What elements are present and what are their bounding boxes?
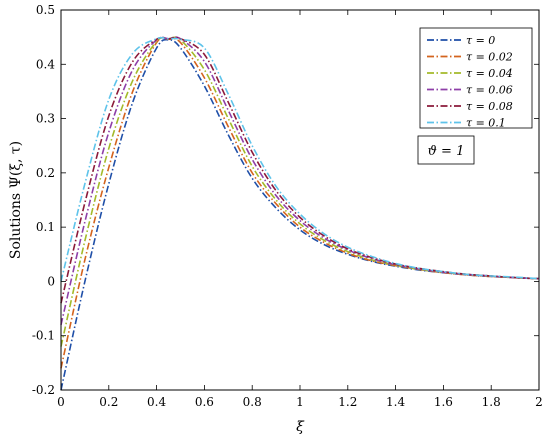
x-tick-label: 1.4 <box>386 395 405 409</box>
x-tick-label: 1.6 <box>434 395 453 409</box>
legend-items: τ = 0 τ = 0.02 τ = 0.04 τ = 0.06 τ = 0.08 τ =… <box>427 34 513 130</box>
legend-box <box>419 27 533 129</box>
y-tick-label: 0.4 <box>36 57 55 71</box>
x-tick-label: 1.2 <box>338 395 357 409</box>
y-tick-label: 0.1 <box>36 220 55 234</box>
y-tick-label: 0.2 <box>36 166 55 180</box>
series-layer <box>60 36 540 391</box>
y-axis-label: Solutions Ψ(ξ, τ) <box>8 141 24 259</box>
legend: τ = 0 τ = 0.02 τ = 0.04 τ = 0.06 τ = 0.08 τ =… <box>419 27 533 130</box>
series-line-5 <box>60 36 540 282</box>
y-tick-label: 0.5 <box>36 3 55 17</box>
annotation-box-group: ϑ = 1 <box>417 135 475 165</box>
y-tick-label: -0.2 <box>32 383 55 397</box>
y-tick-label: 0.3 <box>36 112 55 126</box>
series-line-3 <box>60 36 540 326</box>
legend-label-4: τ = 0.08 <box>466 100 513 113</box>
x-axis-label: ξ <box>296 419 305 435</box>
legend-label-5: τ = 0.1 <box>466 117 506 130</box>
annotation-text: ϑ = 1 <box>428 144 465 159</box>
x-tick-label: 0.6 <box>195 395 214 409</box>
series-line-1 <box>60 36 540 369</box>
x-tick-label: 1 <box>296 395 304 409</box>
x-tick-label: 0.4 <box>147 395 166 409</box>
legend-label-1: τ = 0.02 <box>466 51 513 64</box>
x-tick-label: 1.8 <box>482 395 501 409</box>
x-tick-label: 0 <box>57 395 65 409</box>
ticks-layer: 0 0.2 0.4 0.6 0.8 1 1.2 1.4 1.6 1.8 2 -0.2 -0.1 0 0.1 0… <box>32 3 543 409</box>
x-tick-label: 0.8 <box>243 395 262 409</box>
y-tick-label: 0 <box>47 274 55 288</box>
legend-label-2: τ = 0.04 <box>466 67 513 80</box>
x-tick-label: 2 <box>535 395 543 409</box>
legend-label-0: τ = 0 <box>466 34 495 47</box>
x-tick-label: 0.2 <box>99 395 118 409</box>
annotation-box <box>417 135 475 165</box>
legend-label-3: τ = 0.06 <box>466 84 513 97</box>
y-tick-label: -0.1 <box>32 329 55 343</box>
